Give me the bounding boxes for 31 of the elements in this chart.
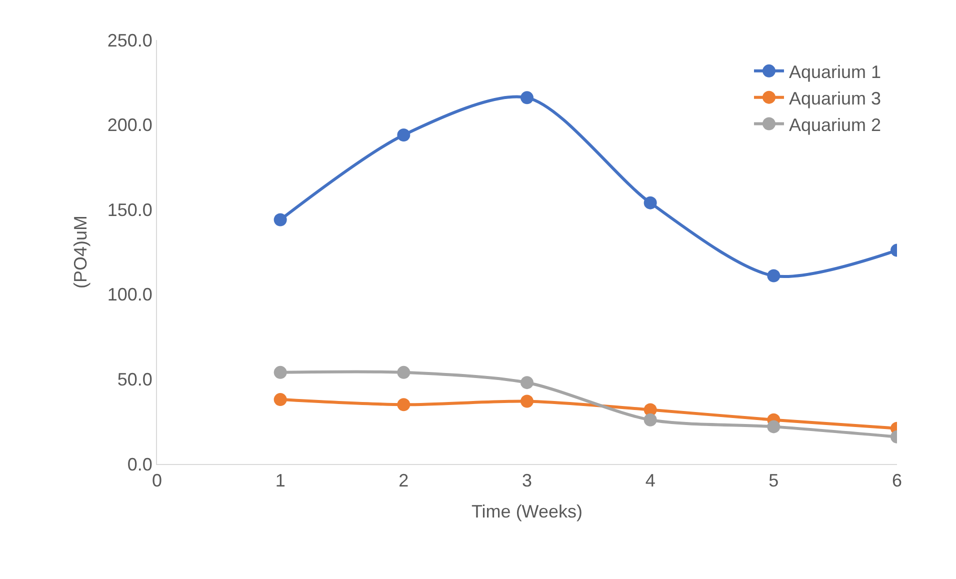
y-tick-label: 0.0: [127, 454, 152, 474]
point: [767, 269, 780, 282]
legend-label: Aquarium 1: [789, 62, 882, 82]
point: [397, 398, 410, 412]
x-tick-label: 1: [275, 470, 286, 491]
point: [520, 376, 534, 390]
point: [274, 393, 287, 406]
y-axis-title: (PO4)uM: [70, 215, 91, 289]
legend-label: Aquarium 3: [789, 88, 882, 108]
x-tick-label: 5: [768, 470, 779, 491]
point: [397, 128, 410, 142]
y-tick-label: 100.0: [107, 284, 152, 305]
point: [397, 366, 410, 379]
x-tick-label: 6: [892, 470, 902, 491]
point: [644, 196, 657, 210]
point: [274, 213, 287, 226]
point: [767, 420, 780, 434]
x-tick-label: 3: [522, 470, 532, 491]
legend-label: Aquarium 2: [789, 114, 882, 135]
y-tick-label: 200.0: [107, 115, 152, 136]
point: [520, 91, 534, 104]
point: [274, 366, 287, 379]
x-tick-label: 0: [152, 470, 162, 491]
x-axis-title: Time (Weeks): [471, 502, 583, 522]
y-tick-label: 250.0: [107, 30, 152, 50]
point: [644, 413, 657, 426]
y-tick-label: 50.0: [117, 370, 152, 390]
y-tick-label: 150.0: [107, 200, 152, 220]
x-tick-label: 2: [398, 470, 409, 491]
x-tick-label: 4: [645, 470, 656, 491]
point: [520, 394, 534, 408]
